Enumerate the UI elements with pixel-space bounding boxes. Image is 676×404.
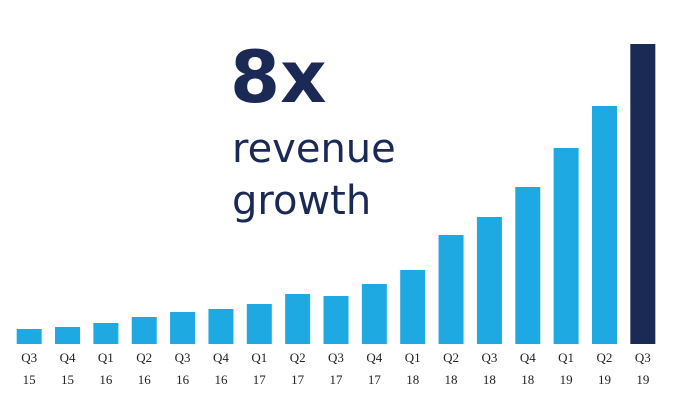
x-tick-label: Q2 [597,350,613,365]
x-tick-label: 15 [61,372,74,387]
bar [93,323,119,344]
x-tick-label: Q1 [251,350,267,365]
x-tick-label: 19 [560,372,573,387]
x-tick-label: Q4 [213,350,229,365]
x-tick-label: 16 [176,372,190,387]
x-tick-label: 16 [99,372,113,387]
x-tick-label: Q2 [443,350,459,365]
x-tick-label: 19 [636,372,649,387]
bar [438,235,464,344]
x-tick-label: 16 [138,372,152,387]
x-tick-label: Q3 [635,350,651,365]
x-tick-label: Q4 [520,350,536,365]
bar [16,329,42,344]
x-tick-label: 16 [214,372,228,387]
x-tick-label: 18 [445,372,458,387]
x-tick-label: 18 [406,372,419,387]
x-tick-label: Q3 [328,350,344,365]
bar [208,309,234,344]
bar [131,317,157,344]
x-tick-label: Q3 [175,350,191,365]
x-tick-label: 18 [521,372,534,387]
x-tick-label: Q1 [98,350,114,365]
bar [361,284,387,344]
bar [170,312,196,344]
x-tick-label: 17 [253,372,267,387]
x-tick-label: 17 [330,372,344,387]
x-tick-label: 17 [368,372,382,387]
bar [553,148,579,344]
x-tick-label: Q4 [366,350,382,365]
subtitle-line: growth [232,178,371,224]
bar [630,44,656,344]
x-tick-label: Q3 [21,350,37,365]
bar [323,296,349,344]
x-tick-label: Q2 [136,350,152,365]
x-tick-label: 15 [23,372,36,387]
bar [55,327,81,344]
bar [246,304,272,344]
x-tick-label: 18 [483,372,496,387]
subtitle-line: revenue [232,126,396,172]
x-tick-label: Q4 [60,350,76,365]
bar [591,106,617,344]
x-tick-label: 17 [291,372,305,387]
x-tick-label: Q2 [290,350,306,365]
bar [400,270,426,344]
headline: 8x [230,35,327,119]
bar [476,217,502,344]
x-tick-label: Q1 [405,350,421,365]
x-tick-label: 19 [598,372,611,387]
x-tick-label: Q1 [558,350,574,365]
x-tick-label: Q3 [481,350,497,365]
bar [285,294,311,344]
bar [515,187,541,344]
